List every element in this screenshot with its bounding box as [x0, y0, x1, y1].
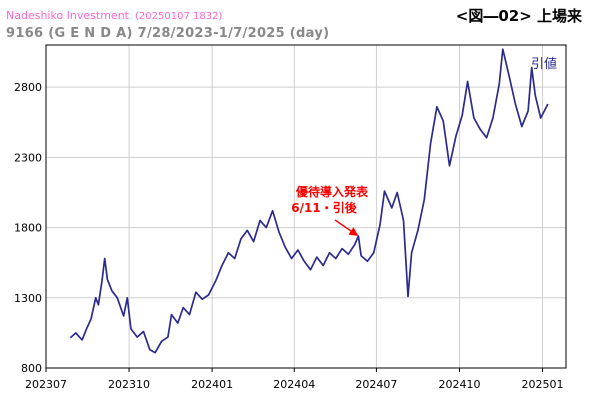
legend-close-price: 引値 [531, 56, 557, 72]
chart-subtitle: 9166 (G E N D A) 7/28/2023-1/7/2025 (day… [6, 26, 330, 41]
x-tick-label: 202310 [108, 378, 150, 391]
x-tick-label: 202401 [191, 378, 233, 391]
y-axis-ticks: 800 1300 1800 2300 2800 [14, 81, 42, 375]
annotation-text-2: 6/11・引後 [291, 200, 357, 215]
figure-label: <図―02> 上場来 [455, 7, 582, 25]
annotation-arrowhead [348, 227, 359, 236]
y-tick-label: 1800 [14, 222, 42, 235]
x-axis-ticks: 202307 202310 202401 202404 202407 202410 2025… [25, 368, 564, 391]
annotation-text-1: 優待導入発表 [295, 184, 369, 199]
source-timestamp: (20250107 1832) [135, 11, 223, 22]
x-tick-label: 202410 [438, 378, 480, 391]
x-tick-label: 202501 [522, 378, 564, 391]
plot-frame [45, 44, 567, 369]
y-tick-label: 800 [21, 362, 42, 375]
source-label: Nadeshiko Investment (20250107 1832) [6, 9, 222, 22]
x-tick-label: 202407 [355, 378, 397, 391]
y-tick-label: 1300 [14, 292, 42, 305]
series-line-close [69, 48, 549, 354]
y-tick-label: 2800 [14, 81, 42, 94]
annotation: 優待導入発表 6/11・引後 [291, 184, 369, 236]
source-name: Nadeshiko Investment [6, 9, 129, 22]
y-tick-label: 2300 [14, 151, 42, 164]
x-tick-label: 202404 [273, 378, 315, 391]
x-tick-label: 202307 [25, 378, 67, 391]
